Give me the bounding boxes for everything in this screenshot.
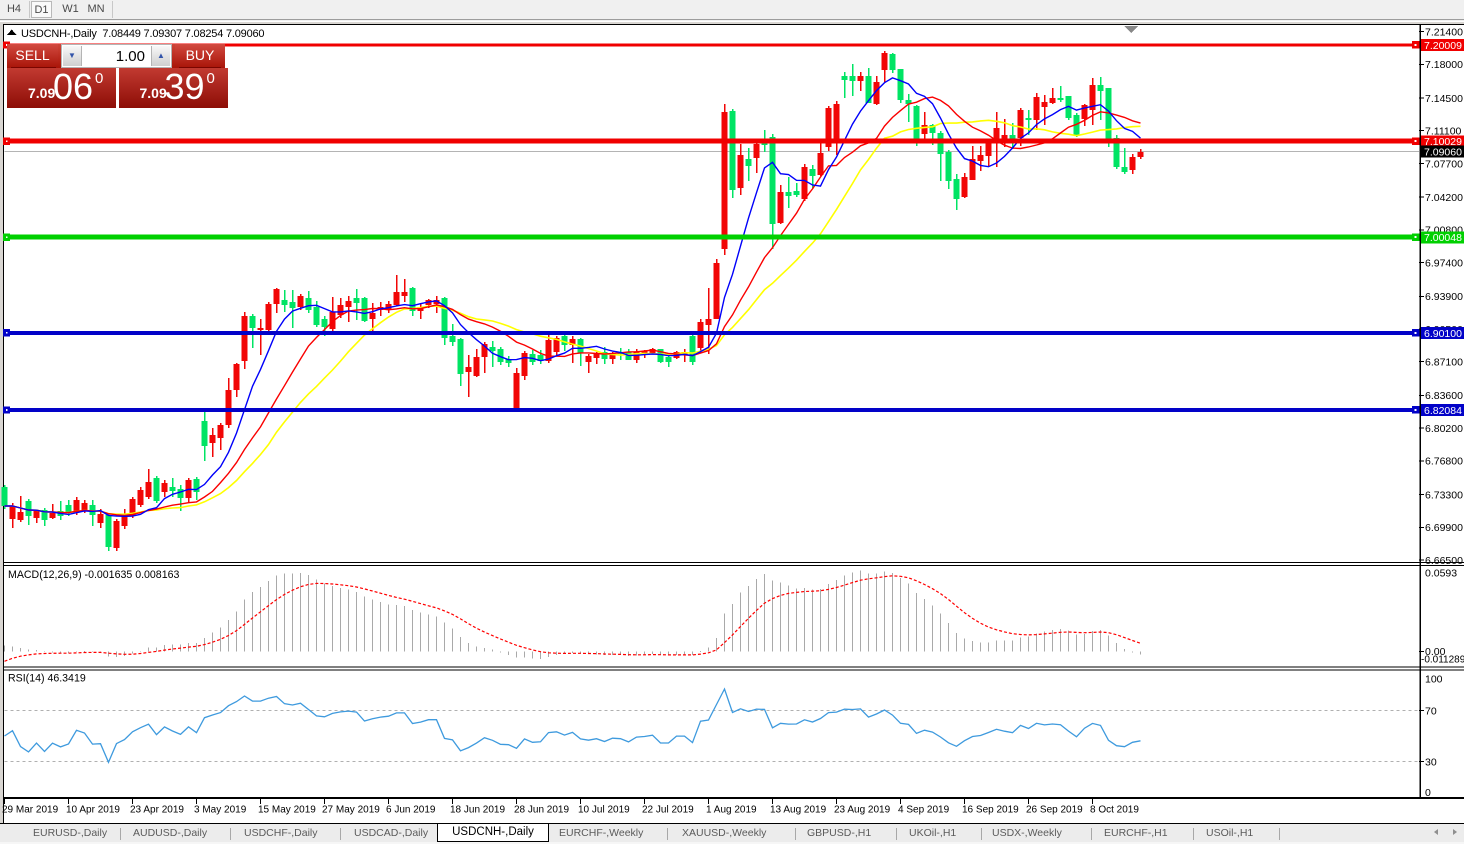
svg-text:0.00: 0.00 xyxy=(1425,646,1446,658)
svg-text:6.76800: 6.76800 xyxy=(1425,456,1463,468)
svg-text:7.18000: 7.18000 xyxy=(1425,59,1463,71)
svg-text:6.87100: 6.87100 xyxy=(1425,357,1463,369)
svg-text:7.20009: 7.20009 xyxy=(1424,40,1462,52)
svg-text:4 Sep 2019: 4 Sep 2019 xyxy=(898,805,950,816)
svg-text:18 Jun 2019: 18 Jun 2019 xyxy=(450,805,505,816)
svg-text:27 May 2019: 27 May 2019 xyxy=(322,805,380,816)
svg-text:7.14500: 7.14500 xyxy=(1425,93,1463,105)
svg-text:10 Apr 2019: 10 Apr 2019 xyxy=(66,805,120,816)
svg-text:6.82084: 6.82084 xyxy=(1424,405,1462,417)
svg-text:-0.011289: -0.011289 xyxy=(1421,655,1464,666)
svg-text:7.04200: 7.04200 xyxy=(1425,192,1463,204)
svg-text:6.97400: 6.97400 xyxy=(1425,257,1463,269)
svg-text:6.66500: 6.66500 xyxy=(1425,555,1463,567)
svg-text:7.21400: 7.21400 xyxy=(1425,26,1463,38)
svg-text:7.11100: 7.11100 xyxy=(1425,126,1462,138)
svg-text:28 Jun 2019: 28 Jun 2019 xyxy=(514,805,569,816)
svg-text:16 Sep 2019: 16 Sep 2019 xyxy=(962,805,1019,816)
svg-text:USDCNH-,Daily 7.08449 7.09307: USDCNH-,Daily 7.08449 7.09307 7.08254 7.… xyxy=(21,28,264,40)
svg-text:29 Mar 2019: 29 Mar 2019 xyxy=(2,805,59,816)
svg-text:10 Jul 2019: 10 Jul 2019 xyxy=(578,805,630,816)
svg-text:30: 30 xyxy=(1425,756,1437,768)
svg-text:0: 0 xyxy=(1425,787,1431,799)
svg-text:13 Aug 2019: 13 Aug 2019 xyxy=(770,805,827,816)
svg-text:6.83600: 6.83600 xyxy=(1425,390,1463,402)
svg-text:MACD(12,26,9) -0.001635 0.0081: MACD(12,26,9) -0.001635 0.008163 xyxy=(8,569,179,581)
svg-text:6.80200: 6.80200 xyxy=(1425,423,1463,435)
svg-text:6.69900: 6.69900 xyxy=(1425,522,1463,534)
svg-text:22 Jul 2019: 22 Jul 2019 xyxy=(642,805,694,816)
svg-text:RSI(14) 46.3419: RSI(14) 46.3419 xyxy=(8,673,86,685)
svg-text:0.0593: 0.0593 xyxy=(1425,568,1457,580)
svg-text:6.73300: 6.73300 xyxy=(1425,489,1463,501)
svg-text:70: 70 xyxy=(1425,706,1437,718)
svg-text:8 Oct 2019: 8 Oct 2019 xyxy=(1090,805,1139,816)
svg-text:15 May 2019: 15 May 2019 xyxy=(258,805,316,816)
svg-text:7.09060: 7.09060 xyxy=(1424,146,1462,158)
svg-text:23 Apr 2019: 23 Apr 2019 xyxy=(130,805,184,816)
svg-text:7.07700: 7.07700 xyxy=(1425,158,1463,170)
svg-text:6 Jun 2019: 6 Jun 2019 xyxy=(386,805,436,816)
svg-text:100: 100 xyxy=(1425,674,1443,686)
svg-text:7.10029: 7.10029 xyxy=(1424,136,1462,148)
svg-text:3 May 2019: 3 May 2019 xyxy=(194,805,247,816)
svg-text:1 Aug 2019: 1 Aug 2019 xyxy=(706,805,757,816)
svg-text:6.90100: 6.90100 xyxy=(1424,328,1462,340)
svg-text:7.00048: 7.00048 xyxy=(1424,232,1462,244)
svg-text:26 Sep 2019: 26 Sep 2019 xyxy=(1026,805,1083,816)
svg-text:6.93900: 6.93900 xyxy=(1425,291,1463,303)
svg-text:23 Aug 2019: 23 Aug 2019 xyxy=(834,805,891,816)
